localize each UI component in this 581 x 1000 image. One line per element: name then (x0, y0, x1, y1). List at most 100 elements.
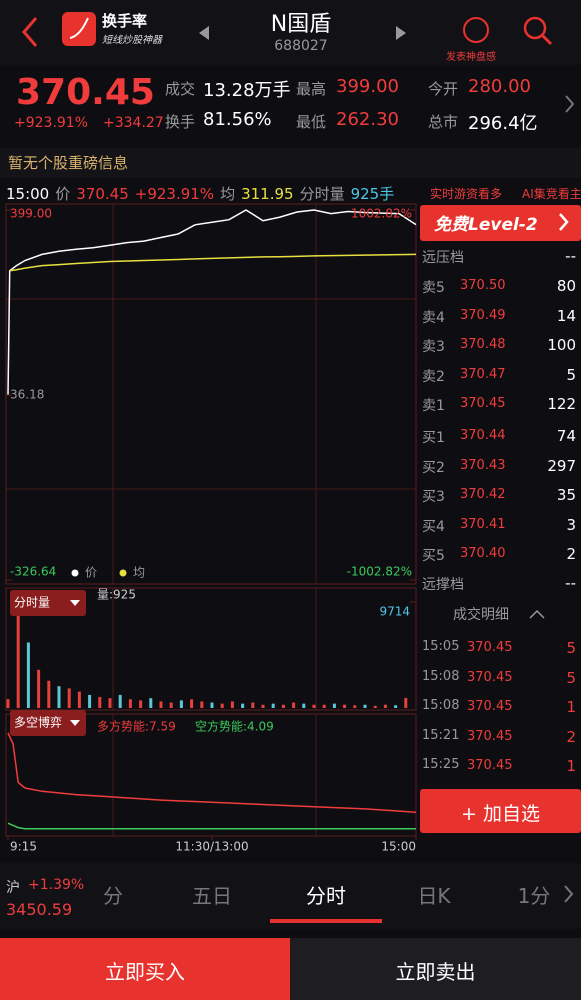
y-tick-label: -326.64 (10, 565, 56, 579)
ask-value: 100 (547, 336, 576, 354)
tab[interactable]: 分时 (306, 884, 346, 908)
app-tagline: 短线炒股神器 (102, 35, 162, 46)
tabs-more-icon[interactable] (564, 885, 574, 903)
bid-label: 买4 (422, 518, 445, 535)
quote-label: 最高 (296, 80, 327, 98)
add-label[interactable]: + 加自选 (461, 803, 540, 825)
status-price: 370.45 (76, 185, 129, 203)
volume-bar (190, 699, 194, 708)
prev-icon[interactable] (199, 26, 209, 40)
volume-bar (394, 705, 398, 708)
trade-price: 370.45 (467, 669, 513, 685)
bid-value: 3 (566, 515, 576, 534)
tab[interactable]: 分 (103, 884, 123, 908)
ask-price: 370.50 (460, 278, 506, 293)
ask-price: 370.47 (460, 366, 506, 382)
back-icon[interactable] (22, 17, 38, 47)
tab-bar (0, 863, 581, 929)
panel-title: 多空博弈 (14, 715, 62, 730)
buy-label[interactable]: 立即买入 (105, 960, 185, 984)
panel-button[interactable] (10, 590, 86, 616)
header-bar (0, 0, 581, 65)
quote-value: 296.4亿 (468, 113, 538, 134)
far-ask-label: 远压档 (422, 250, 464, 266)
bid-price: 370.40 (460, 546, 506, 561)
trades-collapse-icon[interactable] (529, 609, 545, 619)
legend-label: 价 (85, 566, 97, 580)
trade-price: 370.45 (467, 758, 513, 773)
bid-label: 买3 (422, 489, 445, 505)
quote-value: 81.56% (203, 109, 272, 130)
volume-bar (159, 701, 163, 708)
legend-label: 空方势能:4.09 (195, 719, 274, 734)
comment-icon[interactable] (463, 17, 489, 43)
app-name: 换手率 (102, 12, 148, 30)
bid-label: 买2 (422, 459, 445, 476)
bid-value: 297 (547, 456, 576, 475)
volume-bar (363, 704, 367, 708)
bid-price: 370.42 (460, 487, 506, 502)
x-tick-label: 11:30/13:00 (175, 840, 248, 854)
tab[interactable]: 日K (417, 884, 451, 908)
volume-bar (6, 699, 10, 708)
price-panel-frame (5, 203, 417, 585)
status-bar: 15:00 价 370.45 +923.91% 均 311.95 分时量 925手 (6, 183, 394, 204)
volume-bar (220, 703, 224, 708)
notice: 暂无个股重磅信息 (8, 154, 129, 172)
volume-bar (88, 694, 92, 708)
volume-bar (26, 642, 30, 708)
level2-label[interactable]: 免费Level-2 (434, 215, 538, 235)
trade-volume: 5 (566, 639, 576, 657)
trade-price: 370.45 (467, 640, 513, 655)
quote-value: 13.28万手 (203, 80, 291, 101)
sell-button[interactable] (290, 938, 581, 1000)
ask-value: 14 (556, 306, 576, 325)
index-change: +1.39% (28, 877, 85, 893)
ask-value: 5 (566, 365, 576, 384)
quote-value: 262.30 (336, 109, 399, 130)
bid-price: 370.41 (460, 516, 506, 532)
volume-bar (98, 697, 102, 708)
change-pct: +923.91% (14, 115, 89, 131)
y2-tick-label: 1002.82% (351, 207, 412, 221)
series-line (7, 209, 417, 396)
bid-label: 买1 (422, 430, 445, 446)
volume-bar (241, 703, 245, 708)
quote-value: 399.00 (336, 76, 399, 97)
trade-time: 15:05 (422, 639, 460, 654)
volume-bar (312, 704, 316, 708)
bid-price: 370.44 (460, 428, 506, 443)
volume-bar (67, 688, 71, 708)
volume-bar (353, 705, 357, 708)
quote-label: 总市 (428, 113, 459, 131)
volume-bar (292, 702, 296, 708)
quote-more-icon[interactable] (565, 95, 575, 113)
legend-label: 多方势能:7.59 (97, 719, 176, 734)
next-icon[interactable] (396, 26, 406, 40)
search-icon[interactable] (523, 16, 547, 40)
level2-arrow (559, 213, 569, 231)
level2-button[interactable] (420, 205, 581, 241)
bid-value: 35 (556, 486, 576, 504)
add-button[interactable] (420, 789, 581, 833)
legend-label: 均 (133, 566, 145, 580)
quote-value: 280.00 (468, 76, 531, 97)
trade-price: 370.45 (467, 728, 513, 744)
trade-price: 370.45 (467, 699, 513, 714)
panel-button[interactable] (10, 710, 86, 736)
bid-value: 2 (566, 545, 576, 563)
y-tick-label: 399.00 (10, 207, 52, 221)
series-line (9, 253, 417, 272)
quote-label: 成交 (165, 80, 196, 98)
volume-bar (149, 698, 153, 708)
sell-label[interactable]: 立即卖出 (395, 960, 476, 984)
header-action[interactable]: 发表神盘感 (446, 52, 496, 63)
tab[interactable]: 五日 (192, 884, 232, 908)
status-vol-label: 分时量 (299, 185, 345, 203)
volume-panel-frame (5, 587, 417, 711)
ask-price: 370.49 (460, 307, 506, 323)
ticker: AI集竞看主 (522, 187, 581, 201)
buy-button[interactable] (0, 938, 290, 1000)
tab[interactable]: 1分 (517, 884, 551, 908)
